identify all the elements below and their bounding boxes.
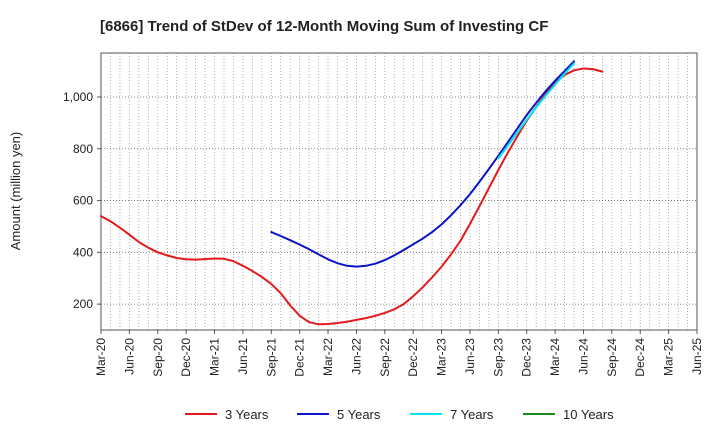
x-tick-label: Mar-24 <box>548 338 562 376</box>
x-tick-label: Jun-25 <box>690 338 704 375</box>
x-tick-label: Jun-24 <box>576 338 590 375</box>
series-line-7-years <box>497 62 575 160</box>
x-tick-label: Mar-25 <box>662 338 676 376</box>
y-tick-label: 800 <box>73 142 93 156</box>
x-tick-label: Jun-21 <box>236 338 250 375</box>
legend-label: 3 Years <box>225 407 269 422</box>
x-tick-label: Sep-22 <box>378 338 392 377</box>
x-tick-label: Mar-22 <box>321 338 335 376</box>
x-tick-label: Jun-23 <box>463 338 477 375</box>
x-tick-label: Dec-20 <box>179 338 193 377</box>
y-tick-label: 1,000 <box>63 90 93 104</box>
series-line-3-years <box>100 67 604 326</box>
y-tick-label: 600 <box>73 194 93 208</box>
plot-area <box>100 52 698 331</box>
x-tick-label: Sep-24 <box>605 338 619 377</box>
x-tick-label: Mar-20 <box>94 338 108 376</box>
y-tick-label: 400 <box>73 245 93 259</box>
y-tick-label: 200 <box>73 297 93 311</box>
x-tick-label: Sep-23 <box>491 338 505 377</box>
x-tick-label: Dec-21 <box>293 338 307 377</box>
x-tick-label: Jun-20 <box>122 338 136 375</box>
x-tick-label: Dec-24 <box>633 338 647 377</box>
x-tick-label: Sep-20 <box>151 338 165 377</box>
x-tick-label: Dec-23 <box>520 338 534 377</box>
legend: 3 Years 5 Years 7 Years 10 Years <box>185 407 614 422</box>
x-tick-label: Jun-22 <box>349 338 363 375</box>
legend-label: 10 Years <box>563 407 614 422</box>
y-axis-label: Amount (million yen) <box>8 132 23 251</box>
x-tick-label: Dec-22 <box>406 338 420 377</box>
x-tick-label: Sep-21 <box>264 338 278 377</box>
series-line-5-years <box>270 60 575 268</box>
chart-title: [6866] Trend of StDev of 12-Month Moving… <box>100 18 548 35</box>
legend-label: 7 Years <box>450 407 494 422</box>
x-tick-label: Mar-21 <box>208 338 222 376</box>
legend-label: 5 Years <box>337 407 381 422</box>
x-tick-label: Mar-23 <box>435 338 449 376</box>
series-group <box>100 60 604 326</box>
y-axis: 200 400 600 800 1,000 <box>63 90 101 311</box>
x-axis: Mar-20 Jun-20 Sep-20 Dec-20 Mar-21 Jun-21 Sep-… <box>94 330 704 377</box>
